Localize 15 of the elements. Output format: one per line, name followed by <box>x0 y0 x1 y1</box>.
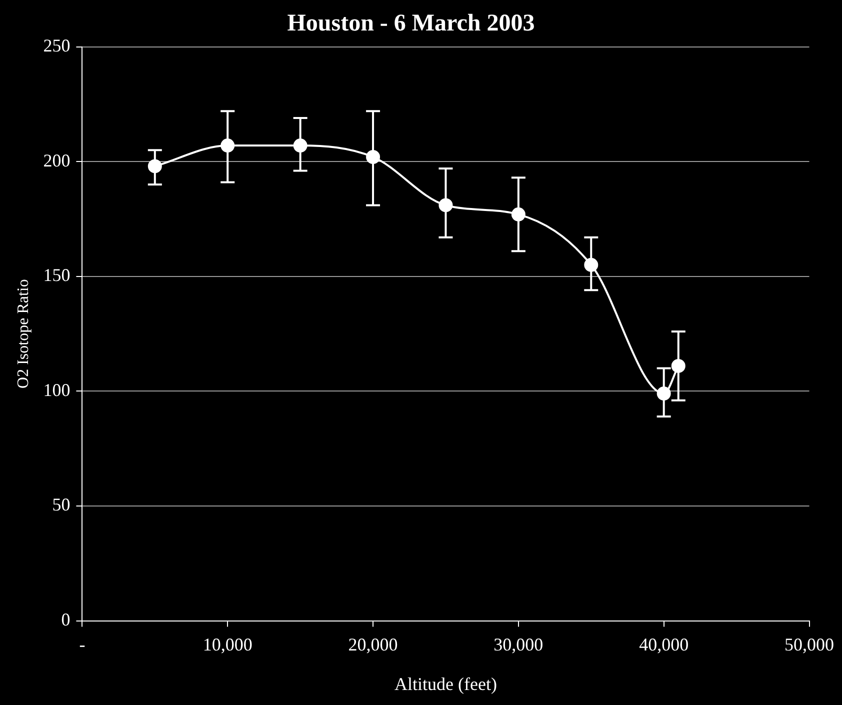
y-axis-title: O2 Isotope Ratio <box>14 279 32 388</box>
y-tick-label: 50 <box>52 494 70 515</box>
x-tick-label: - <box>79 634 86 654</box>
x-tick-label: 20,000 <box>348 634 398 654</box>
y-tick-label: 200 <box>43 150 70 170</box>
x-tick-label: 50,000 <box>784 634 834 654</box>
y-tick-label: 250 <box>43 36 70 56</box>
x-tick-label: 40,000 <box>639 634 689 654</box>
y-tick-label: 150 <box>43 265 70 286</box>
x-axis-title: Altitude (feet) <box>394 674 497 694</box>
x-tick-label: 10,000 <box>202 634 252 654</box>
y-tick-label: 0 <box>61 610 70 630</box>
y-tick-label: 100 <box>43 380 70 400</box>
x-tick-label: 30,000 <box>494 634 544 654</box>
chart-title: Houston - 6 March 2003 <box>287 10 535 37</box>
